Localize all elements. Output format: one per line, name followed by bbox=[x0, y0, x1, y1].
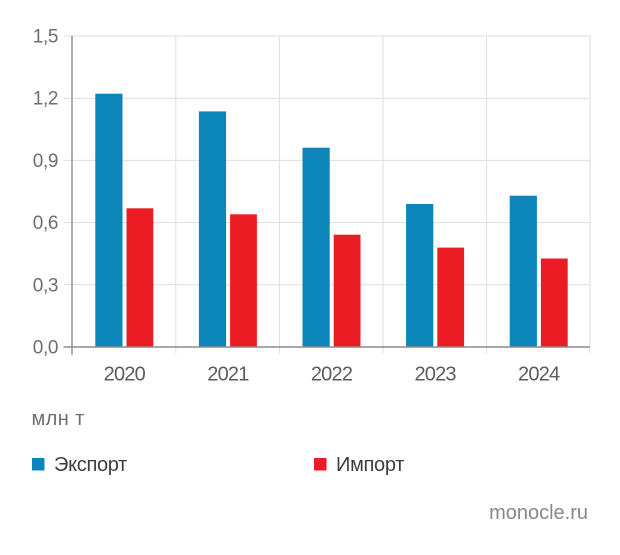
svg-text:0,6: 0,6 bbox=[33, 213, 58, 234]
svg-text:2022: 2022 bbox=[311, 363, 353, 385]
svg-text:2023: 2023 bbox=[414, 363, 456, 385]
svg-text:0,0: 0,0 bbox=[33, 338, 58, 359]
svg-text:2020: 2020 bbox=[104, 363, 146, 385]
svg-text:monocle.ru: monocle.ru bbox=[489, 502, 588, 524]
svg-text:0,9: 0,9 bbox=[33, 151, 58, 172]
svg-text:Импорт: Импорт bbox=[336, 454, 404, 476]
svg-text:2021: 2021 bbox=[207, 363, 249, 385]
svg-text:Экспорт: Экспорт bbox=[54, 454, 127, 476]
svg-text:0,3: 0,3 bbox=[33, 275, 58, 296]
svg-text:млн т: млн т bbox=[32, 408, 85, 430]
svg-text:1,2: 1,2 bbox=[33, 89, 58, 110]
svg-text:2024: 2024 bbox=[518, 363, 560, 385]
svg-text:1,5: 1,5 bbox=[33, 27, 58, 48]
